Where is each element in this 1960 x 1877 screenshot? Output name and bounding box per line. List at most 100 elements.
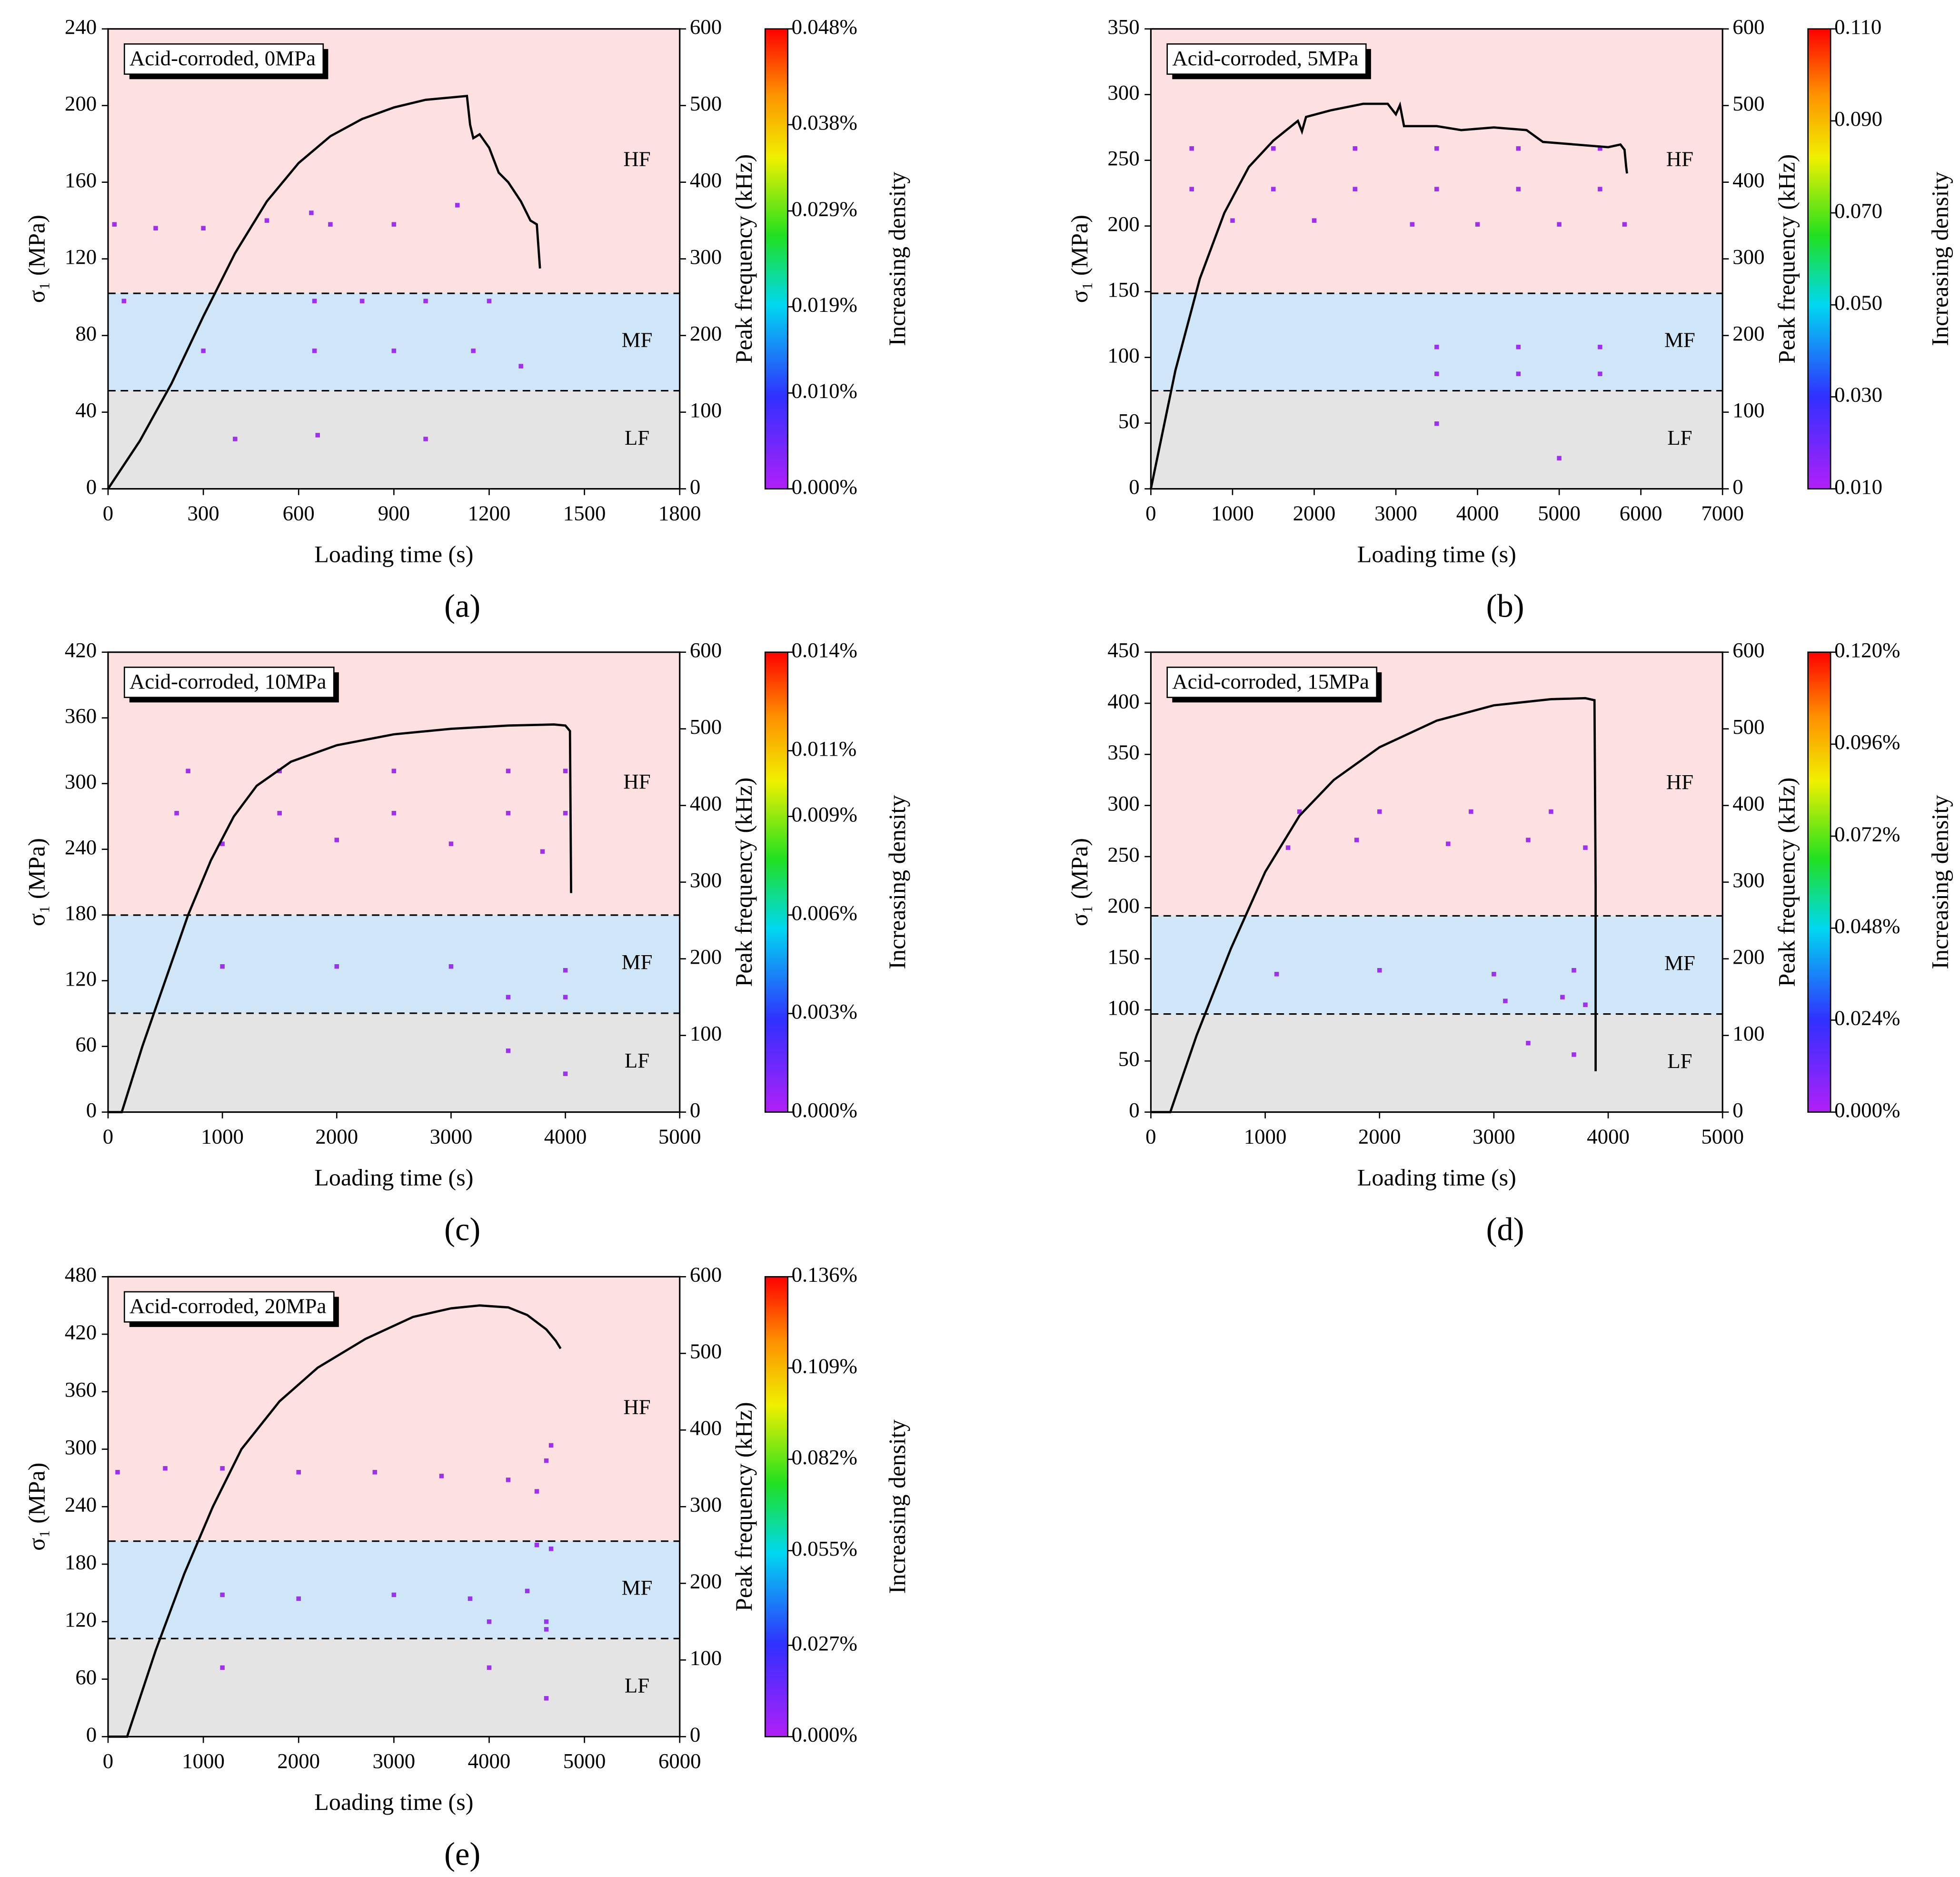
y2-tick-label: 600 [1732,638,1764,662]
x-tick-label: 2000 [277,1749,320,1773]
ae-point [439,1474,444,1478]
colorbar-tick-label: 0.029% [792,197,857,220]
x-tick-label: 1500 [563,501,606,525]
ae-point [334,838,339,842]
ae-point [1503,998,1508,1003]
y-tick-label: 300 [65,769,97,793]
colorbar-tick-label: 0.072% [1834,822,1900,846]
ae-point [448,964,454,969]
ae-point [506,1478,511,1482]
ae-point [544,1696,549,1701]
x-tick-label: 900 [378,501,410,525]
title-frame [123,667,335,699]
y2-tick-label: 100 [1732,1021,1764,1045]
colorbar-tick-label: 0.038% [792,110,857,134]
ae-point [1271,146,1276,151]
ae-point [1598,146,1602,151]
colorbar-tick-label: 0.027% [792,1631,857,1655]
ae-point [1189,187,1194,191]
y-tick-label: 100 [1107,996,1139,1019]
ae-point [296,1596,301,1601]
y2-tick-label: 400 [690,791,722,815]
ae-point [487,1619,492,1624]
colorbar-tick-label: 0.010% [792,379,857,403]
y2-tick-label: 200 [690,321,722,345]
ae-point [468,1596,473,1601]
ae-point [506,769,511,773]
x-tick-label: 1000 [182,1749,225,1773]
stress-curve [107,94,541,489]
colorbar-tick-label: 0.048% [792,15,857,39]
y2-tick-label: 0 [690,1723,700,1747]
colorbar [764,651,789,1113]
colorbar-tick-label: 0.110 [1834,15,1881,39]
y-tick-label: 180 [65,901,97,925]
y2-tick-label: 0 [1732,1098,1743,1122]
ae-point [525,1588,530,1594]
ae-point [1526,1040,1531,1046]
colorbar-label: Increasing density [1927,172,1953,346]
colorbar-tick-label: 0.048% [1834,914,1900,938]
y-axis-label: σ₁ (MPa) [1066,838,1093,926]
mf-region [108,1541,680,1639]
y2-tick-label: 200 [690,1569,722,1593]
y2-tick-label: 400 [1732,791,1764,815]
ae-point [391,811,397,816]
x-tick-label: 2000 [1293,501,1336,525]
colorbar [1807,651,1831,1113]
y-tick-label: 350 [1107,15,1139,39]
colorbar-tick-label: 0.019% [792,293,857,317]
y2-tick-label: 200 [1732,945,1764,968]
ae-point [1557,222,1562,227]
colorbar-tick-label: 0.014% [792,638,857,662]
x-tick-label: 2000 [1358,1124,1401,1148]
colorbar-label: Increasing density [884,172,910,346]
ae-point [220,1665,225,1670]
band-label: HF [1666,770,1693,794]
y2-tick-label: 0 [690,475,700,499]
y-axis-label: σ₁ (MPa) [23,1463,50,1551]
ae-point [563,968,568,973]
y-tick-label: 250 [1107,842,1139,866]
ae-point [153,226,158,231]
y-tick-label: 300 [65,1435,97,1459]
colorbar-tick-label: 0.096% [1834,730,1900,754]
y2-tick-label: 400 [690,168,722,192]
x-tick-label: 5000 [658,1124,701,1148]
title-frame [1166,667,1378,699]
panel-label: (a) [444,588,480,624]
y2-tick-label: 300 [690,1493,722,1517]
band-label: LF [1667,1049,1692,1073]
y-tick-label: 0 [86,475,97,499]
ae-point [264,218,269,223]
panel-title: Acid-corroded, 15MPa [1172,669,1369,693]
panel-label: (c) [444,1211,480,1248]
title-frame [123,43,324,75]
x-axis-label: Loading time (s) [314,1164,473,1191]
y2-tick-label: 600 [690,1263,722,1287]
y-tick-label: 150 [1107,278,1139,301]
panel-title: Acid-corroded, 20MPa [129,1294,327,1318]
y2-tick-label: 0 [1732,475,1743,499]
ae-point [544,1627,549,1632]
x-axis-label: Loading time (s) [314,541,473,568]
ae-point [391,349,397,353]
ae-point [487,299,492,303]
band-label: MF [622,950,653,974]
ae-point [1377,809,1382,814]
ae-point [534,1489,539,1494]
y-tick-label: 0 [1129,475,1139,499]
band-label: MF [622,1576,653,1599]
ae-point [448,841,454,846]
y2-axis-label: Peak frequency (kHz) [730,154,757,364]
ae-point [1312,218,1317,223]
y2-tick-label: 100 [1732,398,1764,422]
band-label: MF [622,328,653,352]
ae-point [455,203,460,208]
y-tick-label: 40 [75,398,97,422]
y-tick-label: 120 [65,245,97,269]
x-tick-label: 4000 [1456,501,1499,525]
ae-point [1230,218,1235,223]
x-axis-label: Loading time (s) [314,1788,473,1815]
